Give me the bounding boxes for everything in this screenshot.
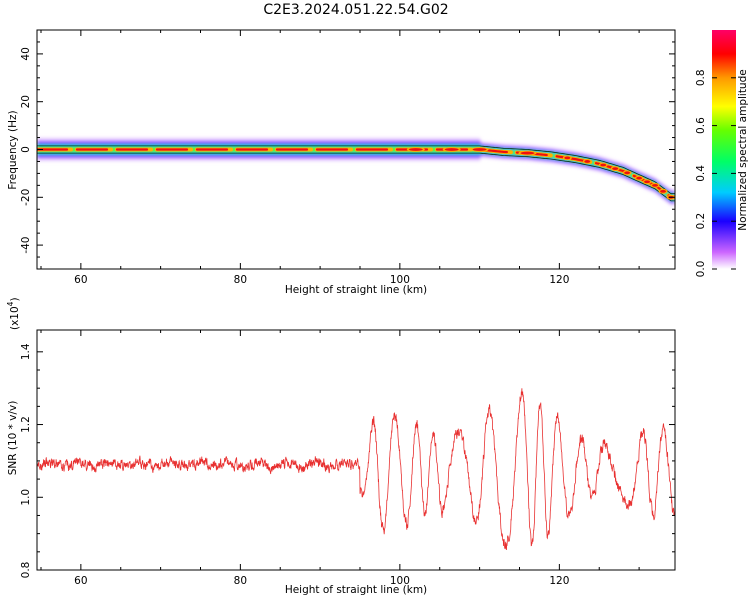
snr-frame — [36, 329, 676, 571]
snr-scale-prefix: (x10 — [9, 306, 21, 330]
colorbar-tick-label: 0.4 — [695, 165, 707, 182]
chart-title: C2E3.2024.051.22.54.G02 — [263, 2, 448, 18]
colorbar-ticks: 0.0 0.2 0.4 0.6 0.8 — [695, 69, 736, 277]
snr-y-tick-label: 1.0 — [20, 489, 32, 506]
snr-panel: 60 80 100 120 0.8 1.0 1.2 1.4 Height of straigh… — [6, 297, 676, 596]
colorbar-gradient — [712, 30, 736, 269]
spectrogram-peak-blob — [652, 183, 659, 187]
snr-x-tick-label: 60 — [74, 575, 87, 587]
snr-y-tick-label: 0.8 — [20, 562, 32, 579]
spectrogram-y-tick-label: 40 — [20, 47, 32, 60]
spectrogram-x-tick-label: 100 — [390, 274, 410, 286]
spectrogram-peak-blob — [600, 163, 607, 167]
spectrogram-peak-blob — [564, 156, 571, 160]
spectrogram-peak-blob — [660, 189, 667, 193]
spectrogram-peak-blob — [624, 171, 631, 175]
snr-y-tick-label: 1.2 — [20, 416, 32, 433]
spectrogram-peaks — [37, 147, 675, 200]
spectrogram-peak-blob — [444, 148, 459, 151]
spectrogram-y-label: Frequency (Hz) — [7, 110, 19, 189]
spectrogram-peak-blob — [612, 167, 619, 171]
spectrogram-peak-blob — [472, 148, 487, 151]
colorbar-tick-label: 0.2 — [695, 213, 707, 230]
spectrogram-plot-area — [37, 137, 675, 206]
spectrogram-peak-blob — [636, 176, 643, 180]
spectrogram-peak-blob — [644, 180, 651, 184]
snr-y-tick-label: 1.4 — [20, 343, 32, 360]
spectrogram-y-tick-label: 0 — [20, 146, 32, 153]
snr-x-tick-label: 100 — [390, 575, 410, 587]
snr-scale-exponent: 4 — [6, 301, 15, 306]
snr-x-tick-label: 80 — [234, 575, 247, 587]
snr-axes: 60 80 100 120 0.8 1.0 1.2 1.4 — [20, 330, 675, 587]
spectrogram-y-tick-label: 20 — [20, 95, 32, 108]
snr-series-line — [37, 388, 675, 551]
snr-x-label: Height of straight line (km) — [285, 584, 427, 596]
spectrogram-y-tick-label: -40 — [20, 237, 32, 254]
colorbar-tick-label: 0.0 — [695, 261, 707, 278]
spectrogram-peak-blob — [408, 148, 423, 151]
colorbar: 0.0 0.2 0.4 0.6 0.8 Normalized spectral ampl… — [695, 30, 749, 277]
spectrogram-ridge-edge — [37, 145, 675, 202]
spectrogram-x-tick-label: 80 — [234, 274, 247, 286]
snr-x-tick-label: 120 — [549, 575, 569, 587]
svg-text:(x104): (x104) — [6, 297, 21, 330]
spectrogram-peak-blob — [584, 160, 591, 163]
colorbar-tick-label: 0.6 — [695, 117, 707, 134]
spectrogram-axes: 60 80 100 120 -40 -20 0 20 40 — [20, 30, 675, 286]
colorbar-label: Normalized spectral amplitude — [737, 69, 749, 230]
colorbar-tick-label: 0.8 — [695, 69, 707, 86]
spectrogram-panel: 60 80 100 120 -40 -20 0 20 40 Height of straight… — [7, 29, 676, 296]
snr-y-label: SNR (10 * v/v) — [7, 401, 19, 476]
spectrogram-x-label: Height of straight line (km) — [285, 284, 427, 296]
spectrogram-y-tick-label: -20 — [20, 189, 32, 206]
spectrogram-x-tick-label: 60 — [74, 274, 87, 286]
spectrogram-peak-blob — [520, 151, 535, 155]
spectrogram-x-tick-label: 120 — [549, 274, 569, 286]
snr-scale-label: (x104) — [6, 297, 21, 330]
snr-scale-suffix: ) — [9, 297, 21, 301]
